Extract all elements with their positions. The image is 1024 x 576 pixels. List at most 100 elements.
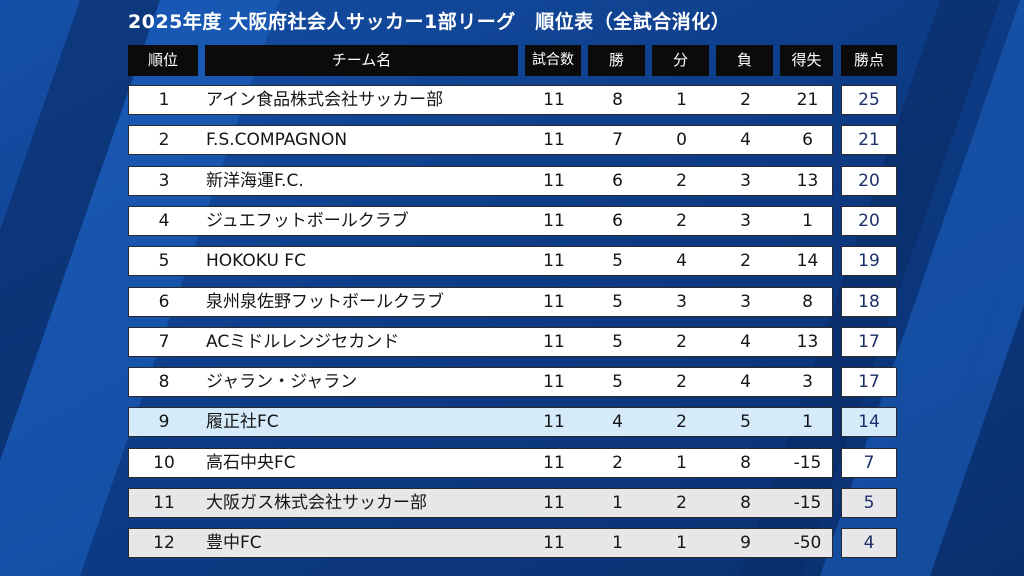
cell-rank: 1 xyxy=(158,90,170,110)
cell-played: 11 xyxy=(543,493,565,513)
cell-gd: 13 xyxy=(796,171,819,191)
cell-points: 17 xyxy=(841,327,897,357)
table-row: 3 新洋海運F.C. 11 6 2 3 13 xyxy=(128,166,833,196)
cell-rank: 12 xyxy=(153,533,175,553)
header-played: 試合数 xyxy=(525,45,581,76)
cell-draw: 1 xyxy=(676,453,687,473)
cell-played: 11 xyxy=(543,533,565,553)
header-loss: 負 xyxy=(716,45,773,76)
cell-win: 4 xyxy=(612,412,623,432)
cell-loss: 5 xyxy=(740,412,751,432)
cell-draw: 1 xyxy=(676,533,687,553)
cell-points: 18 xyxy=(841,287,897,317)
cell-win: 1 xyxy=(612,493,623,513)
cell-rank: 8 xyxy=(158,372,170,392)
cell-loss: 2 xyxy=(740,251,751,271)
cell-points: 4 xyxy=(841,528,897,558)
cell-played: 11 xyxy=(543,251,565,271)
cell-loss: 8 xyxy=(740,493,751,513)
cell-rank: 3 xyxy=(158,171,170,191)
table-row: 8 ジャラン・ジャラン 11 5 2 4 3 xyxy=(128,367,833,397)
cell-draw: 2 xyxy=(676,211,687,231)
cell-win: 5 xyxy=(612,372,623,392)
cell-rank: 5 xyxy=(158,251,170,271)
page-title: 2025年度 大阪府社会人サッカー1部リーグ 順位表（全試合消化） xyxy=(128,11,731,33)
header-team: チーム名 xyxy=(205,45,518,76)
table-row: 5 HOKOKU FC 11 5 4 2 14 xyxy=(128,246,833,276)
cell-loss: 8 xyxy=(740,453,751,473)
cell-gd: 21 xyxy=(796,90,819,110)
header-goal-difference: 得失 xyxy=(780,45,833,76)
cell-team: ジャラン・ジャラン xyxy=(206,372,358,392)
cell-team: HOKOKU FC xyxy=(206,251,306,271)
cell-team: ACミドルレンジセカンド xyxy=(206,332,400,352)
table-row: 2 F.S.COMPAGNON 11 7 0 4 6 xyxy=(128,125,833,155)
cell-points: 19 xyxy=(841,246,897,276)
cell-gd: 14 xyxy=(796,251,819,271)
cell-played: 11 xyxy=(543,372,565,392)
cell-team: 履正社FC xyxy=(206,412,279,432)
header-draw: 分 xyxy=(652,45,709,76)
cell-draw: 2 xyxy=(676,372,687,392)
cell-gd: 3 xyxy=(802,372,813,392)
cell-loss: 3 xyxy=(740,292,751,312)
cell-played: 11 xyxy=(543,90,565,110)
table-row: 4 ジュエフットボールクラブ 11 6 2 3 1 xyxy=(128,206,833,236)
cell-gd: 8 xyxy=(802,292,813,312)
cell-played: 11 xyxy=(543,453,565,473)
cell-team: F.S.COMPAGNON xyxy=(206,130,348,150)
cell-points: 14 xyxy=(841,407,897,437)
cell-loss: 9 xyxy=(740,533,751,553)
cell-draw: 1 xyxy=(676,90,687,110)
cell-gd: -50 xyxy=(793,533,822,553)
cell-team: 泉州泉佐野フットボールクラブ xyxy=(206,292,444,312)
cell-win: 6 xyxy=(612,211,623,231)
cell-rank: 7 xyxy=(158,332,170,352)
cell-loss: 4 xyxy=(740,372,751,392)
cell-win: 5 xyxy=(612,332,623,352)
cell-played: 11 xyxy=(543,171,565,191)
cell-played: 11 xyxy=(543,130,565,150)
cell-rank: 11 xyxy=(153,493,175,513)
cell-rank: 4 xyxy=(158,211,170,231)
cell-draw: 2 xyxy=(676,171,687,191)
cell-team: 大阪ガス株式会社サッカー部 xyxy=(206,493,427,513)
cell-points: 25 xyxy=(841,85,897,115)
cell-draw: 2 xyxy=(676,332,687,352)
cell-draw: 4 xyxy=(676,251,687,271)
cell-played: 11 xyxy=(543,292,565,312)
cell-win: 5 xyxy=(612,251,623,271)
cell-points: 5 xyxy=(841,488,897,518)
cell-draw: 2 xyxy=(676,412,687,432)
cell-gd: 1 xyxy=(802,211,813,231)
cell-rank: 2 xyxy=(158,130,170,150)
cell-loss: 4 xyxy=(740,332,751,352)
cell-rank: 9 xyxy=(158,412,170,432)
cell-team: 豊中FC xyxy=(206,533,262,553)
table-row: 6 泉州泉佐野フットボールクラブ 11 5 3 3 8 xyxy=(128,287,833,317)
cell-points: 20 xyxy=(841,166,897,196)
cell-draw: 0 xyxy=(676,130,687,150)
cell-win: 6 xyxy=(612,171,623,191)
cell-gd: -15 xyxy=(793,453,822,473)
cell-win: 1 xyxy=(612,533,623,553)
cell-win: 8 xyxy=(612,90,623,110)
cell-win: 5 xyxy=(612,292,623,312)
table-row: 12 豊中FC 11 1 1 9 -50 xyxy=(128,528,833,558)
cell-played: 11 xyxy=(543,332,565,352)
cell-team: 新洋海運F.C. xyxy=(206,171,304,191)
cell-points: 20 xyxy=(841,206,897,236)
table-row: 10 高石中央FC 11 2 1 8 -15 xyxy=(128,448,833,478)
cell-draw: 3 xyxy=(676,292,687,312)
cell-loss: 4 xyxy=(740,130,751,150)
cell-gd: 1 xyxy=(802,412,813,432)
cell-points: 7 xyxy=(841,448,897,478)
cell-rank: 6 xyxy=(158,292,170,312)
cell-team: ジュエフットボールクラブ xyxy=(206,211,409,231)
cell-win: 7 xyxy=(612,130,623,150)
cell-win: 2 xyxy=(612,453,623,473)
header-win: 勝 xyxy=(588,45,645,76)
header-points: 勝点 xyxy=(841,45,897,76)
cell-loss: 2 xyxy=(740,90,751,110)
cell-loss: 3 xyxy=(740,211,751,231)
